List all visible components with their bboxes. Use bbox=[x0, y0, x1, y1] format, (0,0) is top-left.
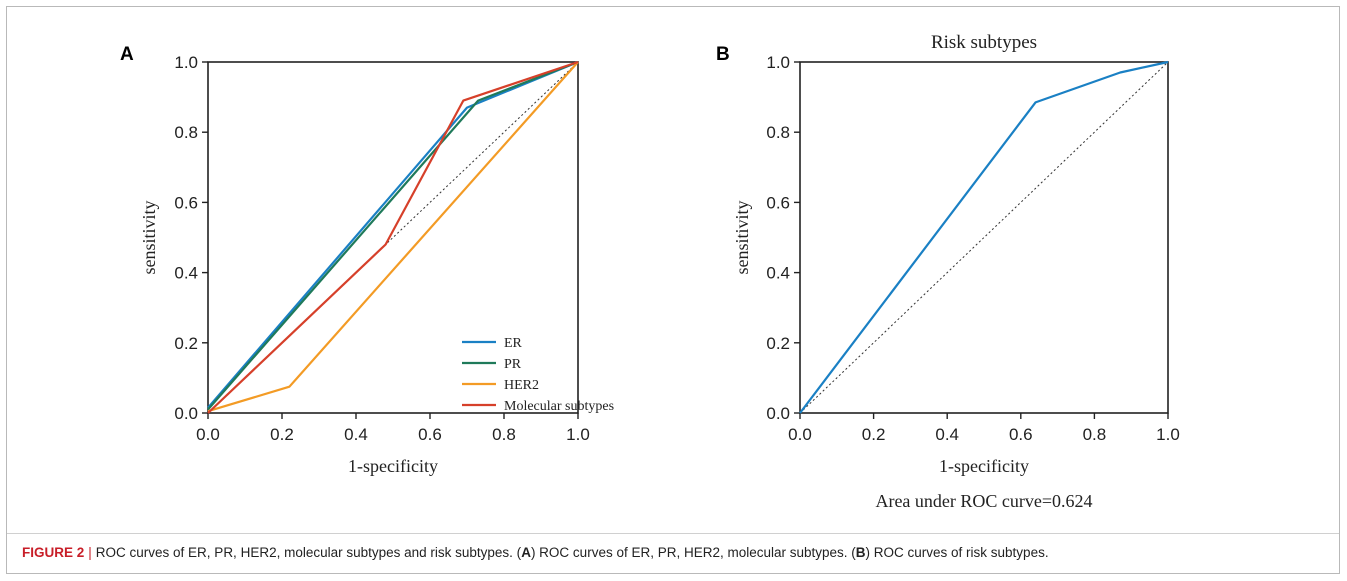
x-tick-label: 1.0 bbox=[566, 425, 590, 444]
reference-diagonal-line bbox=[799, 61, 1169, 414]
series-line-pr bbox=[207, 60, 579, 411]
x-tick-label: 0.8 bbox=[492, 425, 516, 444]
x-tick-label: 0.8 bbox=[1083, 425, 1107, 444]
figure-caption: FIGURE 2 | ROC curves of ER, PR, HER2, mol… bbox=[22, 545, 1332, 560]
y-tick-label: 0.0 bbox=[174, 404, 198, 423]
x-tick-label: 0.0 bbox=[788, 425, 812, 444]
y-tick-label: 0.0 bbox=[766, 404, 790, 423]
caption-label: FIGURE 2 bbox=[22, 545, 85, 560]
y-tick-label: 0.6 bbox=[766, 193, 790, 212]
caption-text-3: ) ROC curves of risk subtypes. bbox=[865, 545, 1049, 560]
plot-area-frame bbox=[207, 61, 579, 414]
caption-divider bbox=[7, 533, 1339, 534]
figure-svg: A 0.0 0.2 0.4 0.6 0.8 1.0 0.0 0.2 0.4 0.6 0.8 1.0 1-s… bbox=[120, 32, 1180, 511]
caption-text-1: ROC curves of ER, PR, HER2, molecular su… bbox=[95, 545, 522, 560]
y-tick-label: 0.8 bbox=[174, 123, 198, 142]
y-tick-label: 0.4 bbox=[174, 264, 198, 283]
plot-area-frame bbox=[799, 61, 1169, 414]
legend: ER PR HER2 Molecular subtypes bbox=[462, 336, 614, 414]
legend-label: ER bbox=[504, 336, 523, 351]
y-axis-title: sensitivity bbox=[732, 200, 752, 274]
auc-annotation: Area under ROC curve=0.624 bbox=[875, 491, 1092, 511]
figure-frame bbox=[6, 6, 1340, 574]
x-tick-label: 0.6 bbox=[1009, 425, 1033, 444]
x-tick-label: 0.4 bbox=[344, 425, 368, 444]
y-tick-label: 0.2 bbox=[766, 334, 790, 353]
y-tick-label: 0.6 bbox=[174, 193, 198, 212]
x-tick-label: 0.6 bbox=[418, 425, 442, 444]
x-axis-title: 1-specificity bbox=[939, 456, 1029, 476]
legend-label: PR bbox=[504, 357, 522, 372]
x-tick-label: 1.0 bbox=[1156, 425, 1180, 444]
chart-title: Risk subtypes bbox=[931, 32, 1037, 53]
legend-label: HER2 bbox=[504, 378, 539, 393]
x-tick-label: 0.4 bbox=[935, 425, 959, 444]
caption-separator: | bbox=[88, 545, 92, 560]
y-tick-label: 0.4 bbox=[766, 264, 790, 283]
chart-panel-b: B Risk subtypes 0.0 0.2 0.4 0.6 0.8 1.0 0.0 0.2 0.… bbox=[716, 32, 1180, 511]
x-tick-label: 0.0 bbox=[196, 425, 220, 444]
y-axis-title: sensitivity bbox=[139, 200, 159, 274]
x-tick-label: 0.2 bbox=[862, 425, 886, 444]
caption-ref-b: B bbox=[855, 545, 866, 560]
y-tick-label: 1.0 bbox=[174, 53, 198, 72]
y-tick-label: 0.2 bbox=[174, 334, 198, 353]
panel-label: B bbox=[716, 44, 730, 65]
x-tick-label: 0.2 bbox=[270, 425, 294, 444]
panel-label: A bbox=[120, 44, 134, 65]
series-line-er bbox=[207, 60, 579, 409]
y-tick-label: 1.0 bbox=[766, 53, 790, 72]
series-line-her2 bbox=[207, 61, 579, 413]
caption-text-2: ) ROC curves of ER, PR, HER2, molecular … bbox=[530, 545, 856, 560]
caption-ref-a: A bbox=[521, 545, 531, 560]
series-line-0 bbox=[799, 60, 1169, 414]
x-axis-title: 1-specificity bbox=[348, 456, 438, 476]
y-tick-label: 0.8 bbox=[766, 123, 790, 142]
legend-label: Molecular subtypes bbox=[504, 399, 614, 414]
series-line-molecular-subtypes bbox=[207, 60, 579, 414]
chart-panel-a: A 0.0 0.2 0.4 0.6 0.8 1.0 0.0 0.2 0.4 0.6 0.8 1.0 1-s… bbox=[120, 44, 614, 476]
